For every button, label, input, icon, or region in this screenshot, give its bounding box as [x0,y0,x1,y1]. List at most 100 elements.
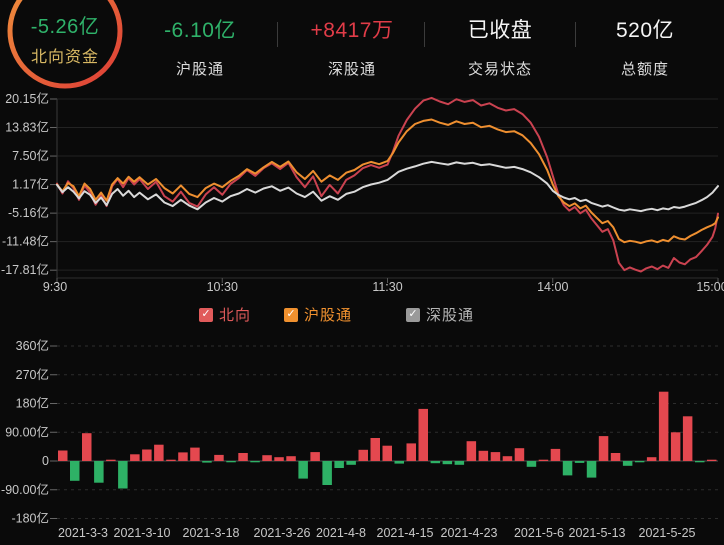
daily-flow-bar[interactable] [142,449,152,462]
northbound-total-value: -5.26亿 [30,16,100,38]
daily-flow-bar[interactable] [274,457,284,461]
y-axis-label: 7.50亿 [12,148,49,163]
daily-flow-bar[interactable] [190,447,200,461]
daily-flow-bar[interactable] [514,448,525,461]
daily-flow-bar[interactable] [634,461,645,463]
stat-shanghai-connect: -6.10亿 沪股通 [130,14,270,79]
daily-flow-bar[interactable] [526,461,537,467]
daily-flow-bar[interactable] [214,454,224,461]
trading-status-value: 已收盘 [467,19,533,42]
daily-flow-bar[interactable] [178,452,188,461]
x-axis-label: 2021-3-26 [254,526,311,540]
x-axis-label: 11:30 [372,280,402,294]
daily-flow-bar[interactable] [695,461,705,463]
y-axis-label: 13.83亿 [5,120,49,135]
x-axis-label: 2021-4-15 [377,526,434,540]
checkbox-checked-icon[interactable]: ✓ [199,307,213,322]
x-axis-label: 2021-5-6 [514,526,564,540]
header: -5.26亿 北向资金 -6.10亿 沪股通 +8417万 深股通 已收盘 交易… [0,0,724,89]
daily-flow-bar[interactable] [358,449,369,461]
daily-flow-bar[interactable] [418,408,429,461]
checkbox-checked-icon[interactable]: ✓ [406,307,420,322]
x-axis-label: 14:00 [537,280,568,294]
legend-item-shanghai[interactable]: ✓ 沪股通 [284,304,352,325]
daily-flow-bar[interactable] [454,461,465,465]
daily-flow-bar[interactable] [70,461,80,481]
daily-flow-bar[interactable] [622,461,633,466]
daily-flow-bar[interactable] [610,453,621,461]
x-axis-label: 2021-3-3 [58,526,108,540]
legend-item-north[interactable]: ✓ 北向 [199,304,251,325]
legend-label-shenzhen: 深股通 [426,307,475,324]
header-divider [575,22,576,47]
daily-flow-bar[interactable] [658,391,669,461]
gauge-ring-icon [7,0,123,89]
daily-flow-bar[interactable] [670,432,681,462]
daily-flow-bar[interactable] [226,461,236,463]
daily-flow-bar[interactable] [707,459,717,461]
daily-flow-bar[interactable] [238,453,248,461]
intraday-flow-line-chart[interactable]: 20.15亿 13.83亿 7.50亿 1.17亿 -5.16亿 -11.48亿 -17.8… [0,88,724,296]
daily-flow-bar[interactable] [286,456,296,461]
y-axis-label: 270亿 [16,367,49,382]
series-line-北向 [56,96,719,273]
daily-flow-bar[interactable] [154,444,164,461]
shenzhen-connect-label: 深股通 [327,61,376,78]
daily-flow-bar[interactable] [58,450,68,462]
x-axis-label: 2021-5-25 [639,526,696,540]
daily-flow-bar[interactable] [538,459,549,461]
x-axis-label: 2021-3-18 [183,526,240,540]
daily-flow-bar[interactable] [262,455,272,461]
total-quota-value: 520亿 [615,19,675,42]
daily-flow-bar[interactable] [550,448,561,461]
x-axis-label: 9:30 [43,280,67,294]
daily-flow-bar-chart[interactable]: 360亿 270亿 180亿 90.00亿 0 -90.00亿 -180亿 2021-3-3 2… [0,330,724,545]
legend-item-shenzhen[interactable]: ✓ 深股通 [406,304,474,325]
daily-flow-bar[interactable] [118,461,128,489]
daily-flow-bar[interactable] [586,461,597,478]
daily-flow-bar[interactable] [562,461,573,476]
x-axis-label: 2021-3-10 [114,526,171,540]
y-axis-label: 1.17亿 [12,177,49,192]
daily-flow-bar[interactable] [370,438,381,461]
daily-flow-bar[interactable] [94,461,104,483]
daily-flow-bar[interactable] [310,452,320,461]
checkbox-checked-icon[interactable]: ✓ [284,307,298,322]
daily-flow-bar[interactable] [250,461,260,463]
daily-flow-bar[interactable] [394,461,405,464]
daily-flow-bar[interactable] [334,461,344,468]
y-axis-label: -11.48亿 [2,234,49,249]
y-axis-label: 360亿 [16,338,49,353]
daily-flow-bar[interactable] [130,454,140,461]
trading-status-label: 交易状态 [467,61,532,78]
daily-flow-bar[interactable] [598,436,609,461]
daily-flow-bar[interactable] [502,456,513,461]
daily-flow-bar[interactable] [166,459,176,461]
x-axis-label: 2021-5-13 [569,526,626,540]
daily-flow-bar[interactable] [322,461,332,485]
daily-flow-bar[interactable] [574,461,585,463]
daily-flow-bar[interactable] [478,450,489,461]
x-axis-label: 15:00 [696,280,724,294]
daily-flow-bar[interactable] [490,452,501,461]
daily-flow-bar[interactable] [442,461,453,465]
daily-flow-bar[interactable] [682,416,693,461]
daily-flow-bar[interactable] [106,459,116,461]
y-axis-label: -17.81亿 [1,262,49,277]
daily-flow-bar[interactable] [346,461,356,465]
x-axis-label: 10:30 [207,280,238,294]
daily-flow-bar[interactable] [298,461,308,479]
daily-flow-bar[interactable] [82,433,92,461]
header-divider [424,22,425,47]
daily-flow-bar[interactable] [202,461,212,463]
shenzhen-connect-value: +8417万 [310,19,394,42]
daily-flow-bar[interactable] [382,445,393,461]
daily-flow-bar[interactable] [646,457,657,461]
y-axis-label: 0 [42,454,49,468]
daily-flow-bar[interactable] [466,441,477,461]
y-axis-label: -180亿 [11,511,49,526]
daily-flow-bar[interactable] [406,443,417,461]
daily-flow-bar[interactable] [430,461,441,464]
total-quota-label: 总额度 [620,61,669,78]
